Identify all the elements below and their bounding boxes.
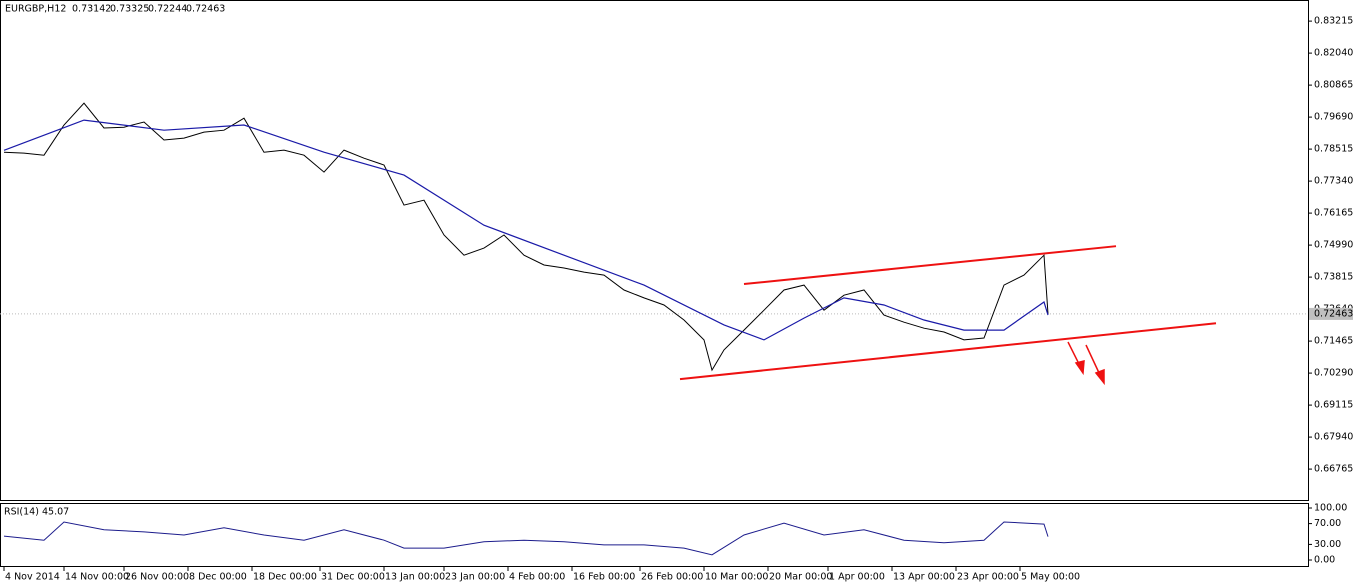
y-tick-label: 0.71465 [1314,336,1353,347]
close-value: 0.72463 [186,4,225,15]
x-tick-label: 13 Jan 00:00 [385,572,445,583]
series-line [3,521,1049,556]
x-tick-label: 8 Dec 00:00 [189,572,247,583]
x-tick-label: 10 Mar 00:00 [705,572,768,583]
x-tick-label: 18 Dec 00:00 [253,572,317,583]
current-price-label: 0.72463 [1314,308,1353,319]
y-tick-label: 0.77340 [1314,176,1353,187]
y-tick-label: 0.67940 [1314,432,1353,443]
trendline [743,245,1117,286]
rsi-title: RSI(14) [4,507,39,518]
x-tick-label: 26 Nov 00:00 [125,572,189,583]
x-tick-label: 1 Apr 00:00 [829,572,885,583]
low-value: 0.72244 [148,4,187,15]
y-tick-label: 70.00 [1314,518,1341,529]
x-tick-label: 26 Feb 00:00 [641,572,703,583]
rsi-value: 45.07 [42,507,69,518]
trendline [679,322,1217,381]
symbol-title: EURGBP,H12 [5,4,66,15]
x-tick-label: 5 May 00:00 [1021,572,1080,583]
x-tick-label: 4 Feb 00:00 [509,572,565,583]
breakout-arrows [1067,341,1105,386]
y-tick-label: 0.70290 [1314,368,1353,379]
y-tick-label: 0.83215 [1314,16,1353,27]
y-tick-label: 0.78515 [1314,144,1353,155]
x-tick-label: 23 Apr 00:00 [957,572,1019,583]
x-tick-label: 31 Dec 00:00 [321,572,385,583]
x-tick-label: 16 Feb 00:00 [573,572,635,583]
x-tick-label: 4 Nov 2014 [5,572,60,583]
y-tick-label: 0.73815 [1314,272,1353,283]
x-tick-label: 14 Nov 00:00 [65,572,129,583]
y-tick-label: 0.74990 [1314,240,1353,251]
main-panel [0,0,1309,501]
x-tick-label: 13 Apr 00:00 [893,572,955,583]
series-line [3,102,1049,372]
y-tick-label: 0.00 [1314,555,1335,566]
high-value: 0.73325 [110,4,149,15]
x-tick-label: 20 Mar 00:00 [769,572,832,583]
y-tick-label: 0.79690 [1314,112,1353,123]
y-tick-label: 0.76165 [1314,208,1353,219]
y-tick-label: 0.69115 [1314,400,1353,411]
rsi-panel [0,503,1309,567]
y-tick-label: 0.66765 [1314,464,1353,475]
current-price-box [1309,307,1353,320]
y-tick-label: 0.82040 [1314,48,1353,59]
y-tick-label: 100.00 [1314,502,1347,513]
y-tick-label: 30.00 [1314,539,1341,550]
series-line [3,119,1049,341]
x-tick-label: 23 Jan 00:00 [445,572,505,583]
y-tick-label: 0.80865 [1314,80,1353,91]
open-value: 0.73142 [72,4,111,15]
